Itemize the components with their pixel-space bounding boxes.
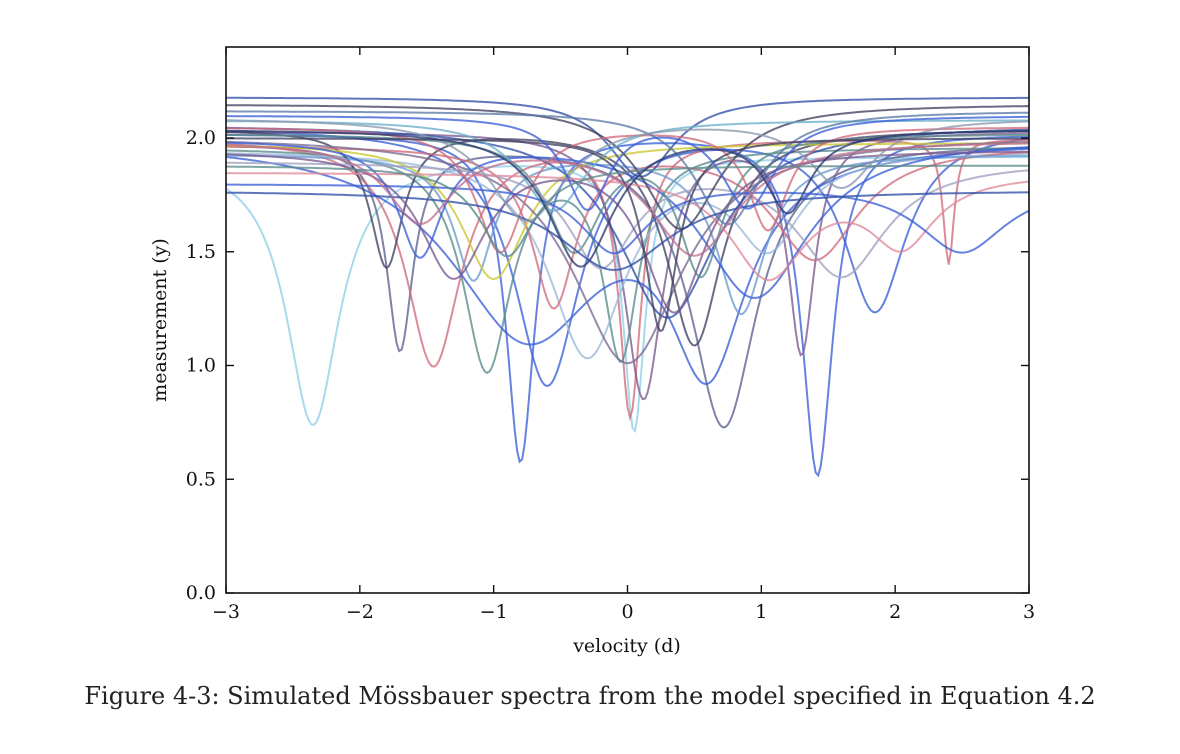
figure-caption: Figure 4-3: Simulated Mössbauer spectra … <box>84 682 1096 710</box>
series-line-27 <box>226 191 1029 271</box>
plot-area: −3 −2 −1 0 1 2 3 0.0 0.5 1.0 1.5 2.0 <box>186 46 1035 623</box>
x-tick-label: 3 <box>1023 601 1035 623</box>
series-line-28 <box>226 119 1029 223</box>
series-line-19 <box>226 172 1029 282</box>
series-line-23 <box>226 183 1029 255</box>
series-line-18 <box>226 161 1029 279</box>
series-line-32 <box>226 164 1029 258</box>
series-line-20 <box>226 96 1029 178</box>
x-tick-label: −1 <box>480 601 508 623</box>
y-tick-label: 2.0 <box>186 127 216 149</box>
y-tick-label: 1.5 <box>186 241 216 263</box>
series-line-9 <box>226 152 1029 360</box>
x-axis: −3 −2 −1 0 1 2 3 <box>212 47 1035 623</box>
series-line-24 <box>226 126 1029 254</box>
x-tick-label: 0 <box>621 601 633 623</box>
series-line-26 <box>226 110 1029 226</box>
series-line-16 <box>226 141 1029 299</box>
y-tick-label: 0.5 <box>186 468 216 490</box>
y-axis: 0.0 0.5 1.0 1.5 2.0 <box>186 127 1029 604</box>
series-line-25 <box>226 150 1029 314</box>
x-tick-label: 1 <box>755 601 767 623</box>
series-line-5 <box>226 138 1029 422</box>
series-line-21 <box>226 104 1029 231</box>
series-line-17 <box>226 133 1029 279</box>
y-tick-label: 1.0 <box>186 355 216 377</box>
x-tick-label: −3 <box>212 601 240 623</box>
spectra-figure: −3 −2 −1 0 1 2 3 0.00.51.01.52.0 velocity (d) … <box>149 46 1035 657</box>
x-tick-label: 2 <box>889 601 901 623</box>
series-line-33 <box>226 129 1029 268</box>
y-axis-label: measurement (y) <box>149 238 171 402</box>
series-line-30 <box>226 115 1029 212</box>
series-group <box>226 96 1029 478</box>
x-tick-label: −2 <box>346 601 374 623</box>
y-tick-label: 0.0 <box>186 582 216 604</box>
x-axis-label: velocity (d) <box>572 635 681 657</box>
